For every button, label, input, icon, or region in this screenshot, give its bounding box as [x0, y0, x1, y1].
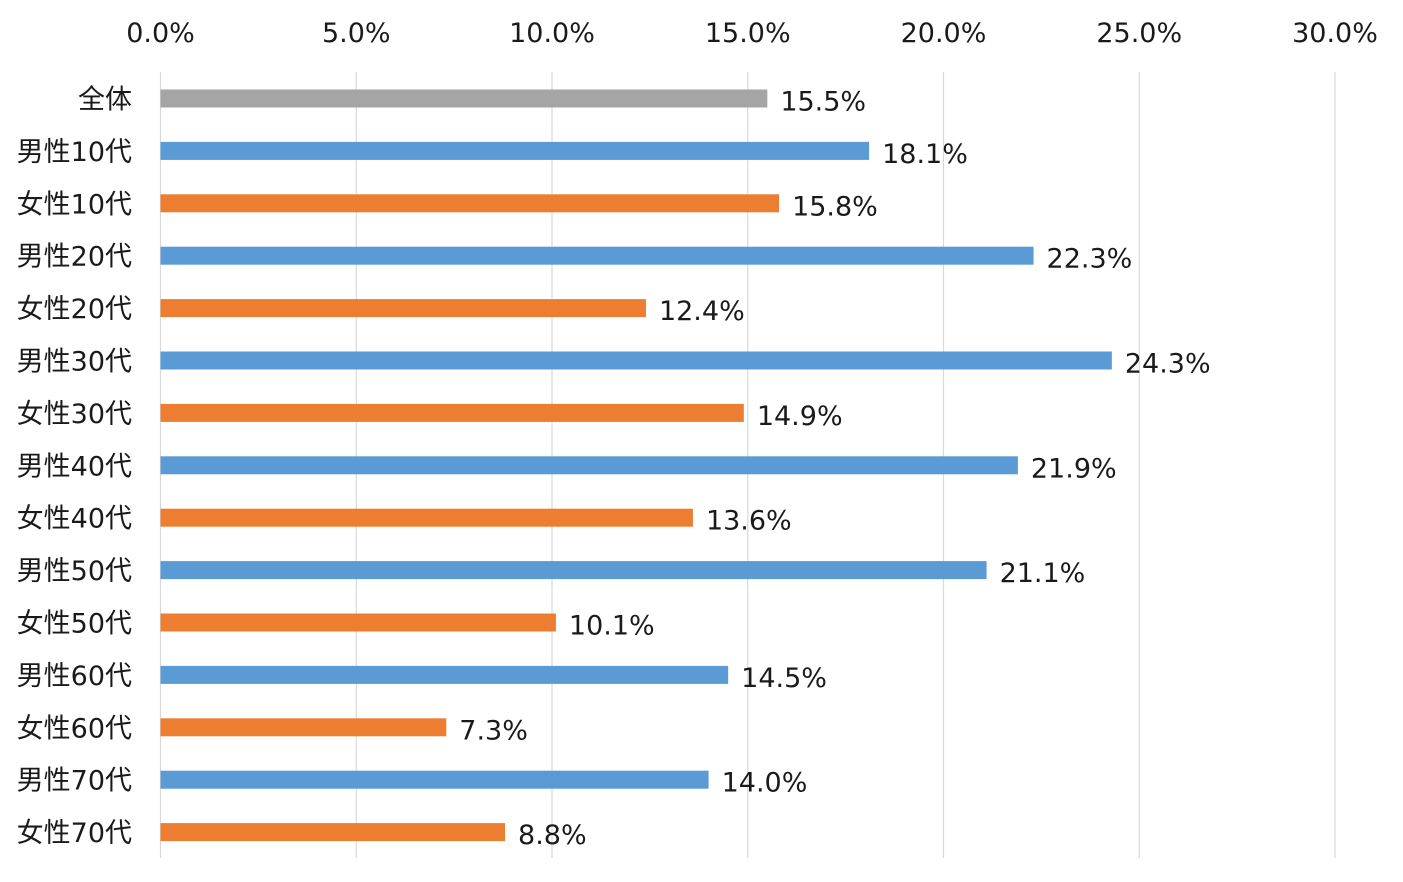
data-label: 22.3%	[1047, 244, 1133, 275]
category-label: 男性20代	[17, 242, 132, 273]
data-label: 13.6%	[706, 506, 792, 537]
bar	[160, 456, 1018, 475]
category-label: 女性10代	[17, 189, 132, 220]
category-label: 男性50代	[17, 556, 132, 587]
category-label: 女性70代	[17, 818, 132, 849]
bar	[160, 508, 693, 527]
data-label: 10.1%	[569, 611, 655, 642]
bar	[160, 561, 987, 580]
x-tick-label: 20.0%	[901, 18, 987, 49]
x-tick-label: 15.0%	[705, 18, 791, 49]
bars	[160, 89, 1112, 842]
data-label: 21.1%	[1000, 558, 1086, 589]
category-label: 女性40代	[17, 504, 132, 535]
bar	[160, 194, 780, 213]
data-label: 21.9%	[1031, 453, 1117, 484]
bar	[160, 770, 709, 789]
data-label: 18.1%	[882, 139, 968, 170]
x-tick-label: 5.0%	[322, 18, 391, 49]
data-label: 15.5%	[780, 87, 866, 118]
bar	[160, 246, 1034, 265]
bar	[160, 403, 744, 422]
category-label: 男性70代	[17, 766, 132, 797]
bar	[160, 141, 870, 160]
bar	[160, 823, 506, 842]
bar	[160, 89, 768, 108]
data-label: 14.5%	[741, 663, 827, 694]
category-label: 女性60代	[17, 713, 132, 744]
data-label: 24.3%	[1125, 349, 1211, 380]
category-label: 男性10代	[17, 137, 132, 168]
data-label: 14.0%	[722, 768, 808, 799]
bar	[160, 665, 729, 684]
data-label: 14.9%	[757, 401, 843, 432]
x-tick-label: 0.0%	[126, 18, 195, 49]
category-label: 全体	[78, 85, 132, 116]
category-label: 男性40代	[17, 451, 132, 482]
bar	[160, 613, 556, 632]
data-label: 12.4%	[659, 296, 745, 327]
x-tick-label: 30.0%	[1292, 18, 1378, 49]
data-label: 15.8%	[792, 191, 878, 222]
x-tick-label: 25.0%	[1096, 18, 1182, 49]
data-labels: 15.5% 18.1%15.8% 22.3% 12.4% 24.3% 14.9% 21.9%…	[459, 87, 1210, 852]
x-tick-label: 10.0%	[509, 18, 595, 49]
category-label: 男性60代	[17, 661, 132, 692]
data-label: 7.3%	[459, 715, 528, 746]
x-axis-tick-labels: 0.0% 5.0% 10.0% 15.0% 20.0% 25.0% 30.0%	[126, 18, 1378, 49]
bar	[160, 299, 646, 318]
category-label: 女性50代	[17, 609, 132, 640]
category-labels: 全体男性10代女性10代男性20代女性20代男性30代女性30代男性40代女性4…	[17, 85, 132, 850]
bar	[160, 351, 1112, 370]
category-label: 女性20代	[17, 294, 132, 325]
category-label: 男性30代	[17, 347, 132, 378]
bar	[160, 718, 447, 737]
category-label: 女性30代	[17, 399, 132, 430]
data-label: 8.8%	[518, 820, 587, 851]
